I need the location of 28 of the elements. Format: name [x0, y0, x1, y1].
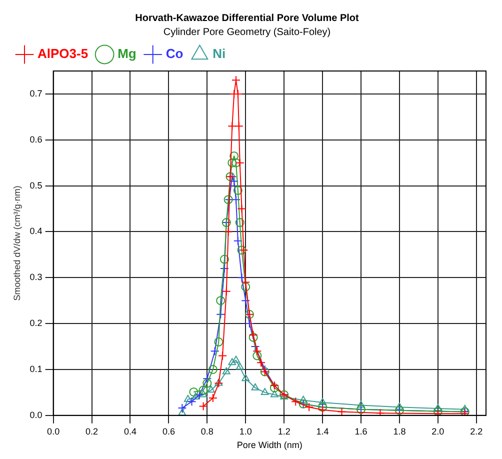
x-tick-label: 2.0: [432, 426, 444, 436]
chart-title: Horvath-Kawazoe Differential Pore Volume Plot: [135, 12, 360, 24]
x-tick-label: 1.4: [316, 426, 329, 436]
y-tick-label: 0.3: [30, 272, 42, 282]
x-tick-label: 1.6: [354, 426, 368, 436]
legend-label: Co: [166, 46, 184, 62]
x-tick-label: 0.4: [124, 426, 136, 436]
x-tick-label: 1.8: [393, 426, 406, 436]
legend-label: Ni: [212, 46, 226, 62]
x-tick-label: 2.2: [470, 426, 483, 436]
y-tick-label: 0.1: [30, 364, 42, 374]
y-tick-label: 0.7: [30, 88, 42, 98]
legend-label: Mg: [118, 46, 136, 62]
y-tick-label: 0.4: [30, 226, 42, 236]
x-tick-label: 1.2: [278, 426, 290, 436]
x-tick-label: 0.8: [200, 426, 214, 436]
x-tick-label: 0.0: [47, 426, 60, 436]
x-tick-label: 0.2: [86, 426, 98, 436]
x-tick-label: 0.6: [162, 426, 175, 436]
legend-label: AlPO3-5: [38, 46, 88, 62]
y-tick-label: 0.0: [30, 410, 42, 420]
chart-subtitle: Cylinder Pore Geometry (Saito-Foley): [163, 26, 331, 38]
y-tick-label: 0.5: [30, 180, 42, 190]
y-tick-label: 0.6: [30, 134, 42, 144]
y-tick-label: 0.2: [30, 318, 42, 328]
x-axis-title: Pore Width (nm): [236, 440, 302, 450]
y-axis-title: Smoothed dV/dw (cm³/g·nm): [12, 186, 22, 301]
x-tick-label: 1.0: [239, 426, 252, 436]
